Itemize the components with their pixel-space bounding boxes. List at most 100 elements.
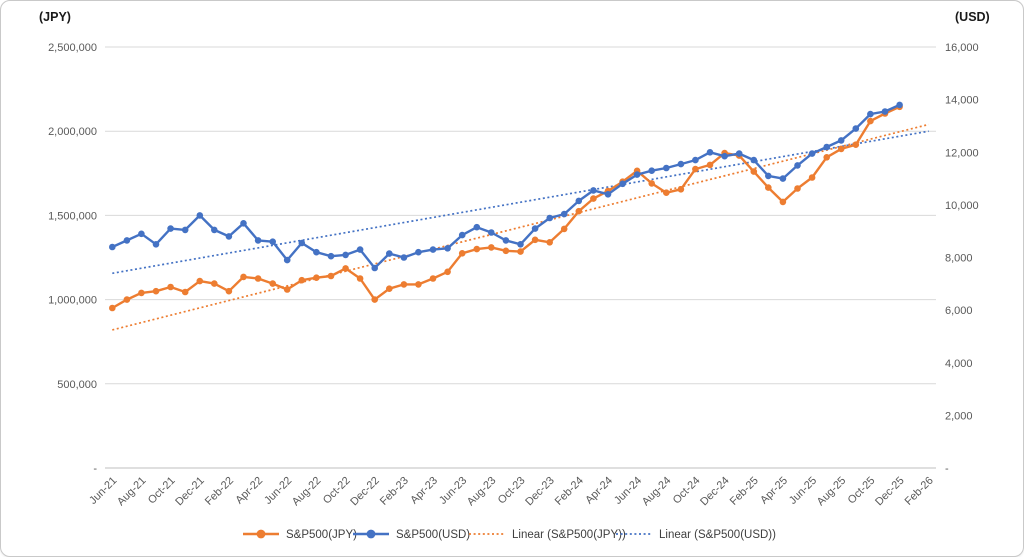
data-point-marker: [590, 195, 597, 202]
right-axis-tick-label: -: [945, 463, 949, 475]
data-point-marker: [109, 243, 116, 251]
data-point-marker: [575, 197, 583, 205]
data-point-marker: [473, 245, 481, 253]
data-point-marker: [604, 191, 612, 198]
x-axis-tick-label: Feb-22: [203, 475, 236, 508]
right-axis-tick-label: 12,000: [945, 147, 979, 159]
data-point-marker: [269, 238, 277, 245]
data-point-marker: [735, 150, 743, 157]
x-axis-tick-label: Apr-25: [758, 475, 790, 507]
data-point-marker: [371, 264, 379, 272]
data-point-marker: [837, 137, 845, 144]
data-point-marker: [313, 248, 320, 256]
x-axis-tick-label: Oct-25: [846, 475, 878, 507]
data-point-marker: [706, 149, 714, 156]
data-point-marker: [313, 274, 320, 282]
legend-item-sp500-jpy: S&P500(JPY): [243, 529, 357, 541]
x-axis-tick-label: Dec-25: [873, 475, 907, 509]
data-point-marker: [502, 247, 510, 255]
right-axis-tick-label: 10,000: [945, 200, 979, 212]
x-axis-tick-label: Oct-22: [321, 475, 353, 507]
data-point-marker: [429, 275, 437, 282]
right-axis-tick-label: 14,000: [945, 95, 979, 107]
data-series: [109, 101, 903, 312]
series-line: [111, 105, 901, 310]
data-point-marker: [138, 230, 145, 238]
data-point-marker: [109, 304, 116, 312]
left-axis-tick-label: 2,500,000: [48, 42, 97, 54]
data-point-marker: [517, 248, 524, 255]
x-axis-tick-label: Apr-22: [233, 475, 265, 507]
legend-item-linear-jpy: Linear (S&P500(JPY)): [469, 529, 626, 541]
data-point-marker: [560, 225, 568, 233]
data-point-marker: [517, 241, 524, 248]
x-axis-tick-label: Aug-23: [465, 475, 499, 509]
data-point-marker: [867, 117, 874, 125]
x-axis-tick-label: Jun-25: [787, 475, 819, 507]
data-point-marker: [765, 172, 772, 180]
data-point-marker: [123, 296, 131, 303]
data-point-marker: [196, 277, 204, 285]
right-axis-tick-label: 2,000: [945, 410, 973, 422]
data-point-marker: [531, 225, 539, 232]
legend-marker-sample: [256, 529, 266, 539]
x-axis-tick-label: Jun-24: [612, 475, 644, 507]
data-point-marker: [298, 276, 306, 284]
data-point-marker: [444, 245, 451, 252]
data-point-marker: [692, 156, 699, 164]
x-axis-tick-label: Feb-24: [553, 475, 586, 508]
data-point-marker: [765, 184, 772, 191]
data-point-marker: [837, 145, 845, 153]
data-point-marker: [706, 161, 714, 169]
x-axis-tick-label: Aug-25: [815, 475, 849, 509]
x-axis-tick-label: Apr-24: [583, 475, 615, 507]
left-axis-tick-label: 500,000: [57, 379, 97, 391]
data-point-marker: [531, 236, 539, 244]
legend-label: S&P500(USD): [396, 529, 470, 541]
x-axis-tick-label: Feb-26: [903, 475, 936, 508]
data-point-marker: [560, 210, 568, 218]
x-axis-tick-label: Dec-21: [173, 475, 207, 509]
data-point-marker: [181, 226, 189, 234]
x-axis-tick-label: Jun-22: [262, 475, 294, 507]
x-axis-tick-label: Feb-23: [378, 475, 411, 508]
x-axis-tick-label: Dec-24: [698, 475, 732, 509]
data-point-marker: [488, 244, 495, 251]
data-point-marker: [225, 287, 233, 295]
data-point-marker: [648, 167, 655, 174]
data-point-marker: [371, 296, 379, 303]
series-sp500-usd: [109, 101, 903, 272]
data-point-marker: [852, 125, 860, 132]
data-point-marker: [896, 101, 903, 109]
data-point-marker: [867, 110, 874, 118]
x-axis-tick-label: Jun-23: [437, 475, 469, 507]
data-point-marker: [546, 214, 553, 222]
data-point-marker: [458, 231, 466, 239]
data-point-marker: [575, 207, 583, 215]
data-point-marker: [429, 246, 437, 253]
right-axis-tick-label: 16,000: [945, 42, 979, 54]
data-point-marker: [663, 189, 670, 196]
left-axis-title: (JPY): [39, 10, 71, 24]
y-axis-right-labels: - 2,000 4,000 6,000 8,000 10,000 12,000 14,000 1…: [945, 42, 979, 475]
data-point-marker: [211, 280, 218, 287]
data-point-marker: [779, 175, 787, 182]
x-axis-tick-label: Apr-23: [408, 475, 440, 507]
data-point-marker: [750, 168, 758, 175]
data-point-marker: [386, 250, 393, 257]
series-sp500-jpy: [109, 103, 903, 312]
data-point-marker: [283, 256, 291, 264]
data-point-marker: [400, 281, 408, 288]
x-axis-tick-label: Aug-22: [290, 475, 324, 509]
data-point-marker: [167, 225, 174, 232]
data-point-marker: [823, 143, 830, 151]
data-point-marker: [211, 226, 218, 234]
data-point-marker: [663, 164, 670, 172]
data-point-marker: [808, 150, 816, 157]
data-point-marker: [196, 212, 204, 219]
data-point-marker: [342, 265, 349, 272]
legend: S&P500(JPY) S&P500(USD) Linear (S&P500(JPY…: [243, 529, 776, 541]
data-point-marker: [750, 156, 758, 164]
data-point-marker: [254, 237, 262, 244]
